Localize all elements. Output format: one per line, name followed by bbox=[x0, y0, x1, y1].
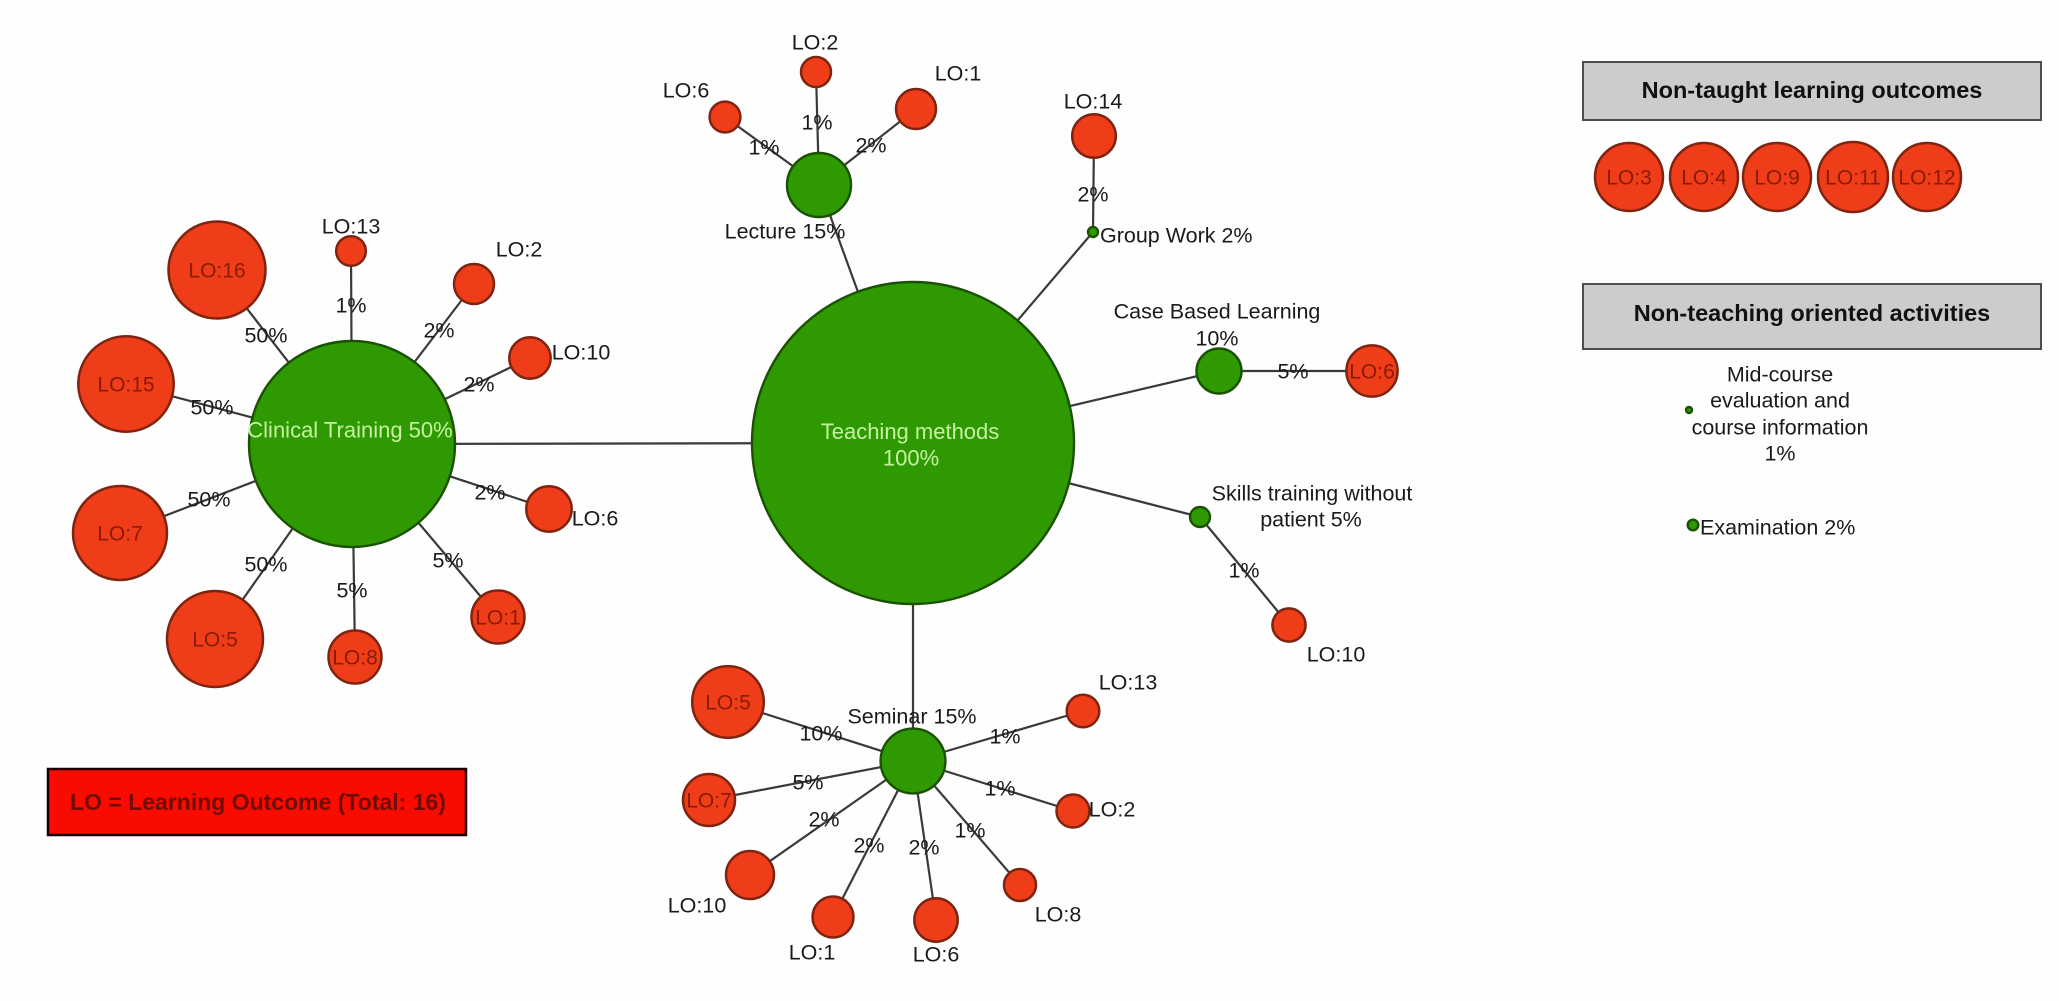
svg-text:LO:14: LO:14 bbox=[1064, 90, 1123, 114]
svg-text:10%: 10% bbox=[799, 722, 842, 746]
svg-text:LO:1: LO:1 bbox=[935, 62, 982, 86]
svg-text:LO:6: LO:6 bbox=[663, 79, 710, 103]
svg-text:LO:10: LO:10 bbox=[552, 341, 611, 365]
svg-text:Mid-course: Mid-course bbox=[1727, 363, 1833, 387]
svg-text:1%: 1% bbox=[748, 136, 779, 160]
svg-text:LO:10: LO:10 bbox=[668, 894, 727, 918]
svg-text:Lecture 15%: Lecture 15% bbox=[725, 220, 846, 244]
svg-text:LO:4: LO:4 bbox=[1681, 167, 1727, 190]
svg-text:2%: 2% bbox=[908, 836, 939, 860]
svg-text:5%: 5% bbox=[432, 549, 463, 573]
svg-text:LO:16: LO:16 bbox=[188, 260, 245, 283]
svg-text:Teaching methods: Teaching methods bbox=[821, 419, 1000, 444]
svg-text:Examination 2%: Examination 2% bbox=[1700, 516, 1855, 540]
svg-text:LO:5: LO:5 bbox=[705, 692, 751, 715]
svg-text:evaluation and: evaluation and bbox=[1710, 389, 1850, 413]
svg-text:LO:7: LO:7 bbox=[97, 523, 143, 546]
svg-text:Non-teaching oriented activiti: Non-teaching oriented activities bbox=[1634, 300, 1990, 326]
svg-text:patient 5%: patient 5% bbox=[1260, 508, 1362, 532]
svg-text:2%: 2% bbox=[855, 134, 886, 158]
svg-text:LO:6: LO:6 bbox=[1349, 361, 1395, 384]
svg-text:Group Work 2%: Group Work 2% bbox=[1100, 224, 1253, 248]
svg-text:1%: 1% bbox=[984, 777, 1015, 801]
svg-text:LO:10: LO:10 bbox=[1307, 643, 1366, 667]
svg-text:50%: 50% bbox=[187, 488, 230, 512]
svg-text:1%: 1% bbox=[335, 294, 366, 318]
svg-text:LO:12: LO:12 bbox=[1898, 167, 1955, 190]
svg-text:50%: 50% bbox=[244, 324, 287, 348]
svg-text:2%: 2% bbox=[474, 481, 505, 505]
svg-text:LO:8: LO:8 bbox=[1035, 903, 1082, 927]
svg-text:Case Based Learning: Case Based Learning bbox=[1114, 300, 1321, 324]
svg-text:LO:13: LO:13 bbox=[322, 215, 381, 239]
svg-text:LO:2: LO:2 bbox=[792, 31, 839, 55]
svg-text:course information: course information bbox=[1692, 416, 1869, 440]
svg-text:2%: 2% bbox=[423, 319, 454, 343]
svg-text:LO:8: LO:8 bbox=[332, 647, 378, 670]
svg-text:LO:5: LO:5 bbox=[192, 629, 238, 652]
svg-text:2%: 2% bbox=[1077, 183, 1108, 207]
svg-text:LO:6: LO:6 bbox=[572, 507, 619, 531]
svg-text:5%: 5% bbox=[1277, 360, 1308, 384]
svg-text:LO:2: LO:2 bbox=[496, 238, 543, 262]
svg-text:10%: 10% bbox=[1195, 327, 1238, 351]
svg-text:LO:15: LO:15 bbox=[97, 374, 154, 397]
svg-text:LO:7: LO:7 bbox=[686, 790, 732, 813]
svg-text:1%: 1% bbox=[801, 111, 832, 135]
svg-text:LO = Learning Outcome (Total:: LO = Learning Outcome (Total: 16) bbox=[70, 789, 446, 815]
svg-text:1%: 1% bbox=[1228, 559, 1259, 583]
svg-text:Non-taught learning outcomes: Non-taught learning outcomes bbox=[1642, 77, 1983, 103]
svg-text:50%: 50% bbox=[244, 553, 287, 577]
svg-text:2%: 2% bbox=[853, 834, 884, 858]
svg-text:5%: 5% bbox=[792, 771, 823, 795]
svg-text:LO:1: LO:1 bbox=[475, 607, 521, 630]
svg-text:100%: 100% bbox=[883, 446, 939, 471]
svg-text:2%: 2% bbox=[808, 808, 839, 832]
svg-text:1%: 1% bbox=[989, 725, 1020, 749]
svg-text:Skills training without: Skills training without bbox=[1212, 482, 1413, 506]
svg-text:1%: 1% bbox=[1764, 442, 1795, 466]
svg-text:LO:3: LO:3 bbox=[1606, 167, 1652, 190]
svg-text:LO:13: LO:13 bbox=[1099, 671, 1158, 695]
svg-text:1%: 1% bbox=[954, 819, 985, 843]
svg-text:2%: 2% bbox=[463, 373, 494, 397]
svg-text:Seminar 15%: Seminar 15% bbox=[847, 705, 976, 729]
svg-text:LO:6: LO:6 bbox=[913, 943, 960, 967]
svg-text:5%: 5% bbox=[336, 579, 367, 603]
svg-text:LO:9: LO:9 bbox=[1754, 167, 1800, 190]
svg-text:Clinical Training 50%: Clinical Training 50% bbox=[247, 418, 452, 443]
svg-text:50%: 50% bbox=[190, 396, 233, 420]
svg-text:LO:2: LO:2 bbox=[1089, 798, 1136, 822]
svg-text:LO:1: LO:1 bbox=[789, 941, 836, 965]
svg-text:LO:11: LO:11 bbox=[1825, 167, 1881, 190]
